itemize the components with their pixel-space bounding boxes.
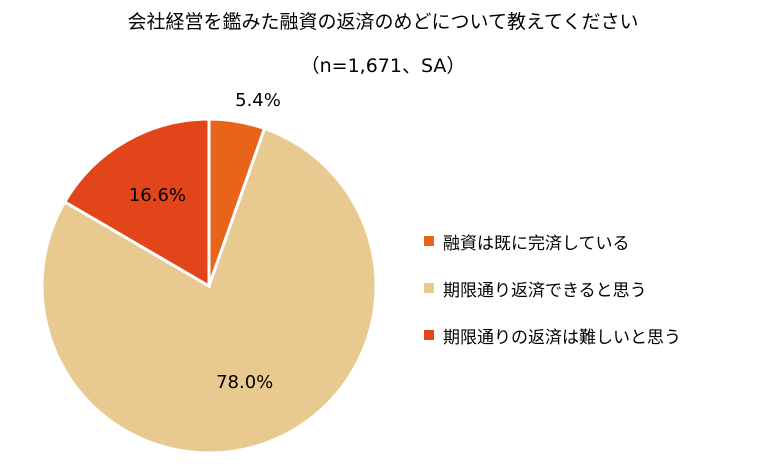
legend-item: 融資は既に完済している	[424, 228, 681, 254]
legend-item: 期限通り返済できると思う	[424, 275, 681, 301]
legend-swatch	[424, 330, 434, 340]
legend-label: 融資は既に完済している	[443, 233, 630, 254]
slice-value-label: 5.4%	[235, 90, 281, 111]
slice-value-label: 78.0%	[216, 372, 273, 393]
legend-item: 期限通りの返済は難しいと思う	[424, 322, 681, 348]
pie-slice	[40, 126, 378, 455]
legend-label: 期限通りの返済は難しいと思う	[443, 327, 681, 348]
legend: 融資は既に完済している 期限通り返済できると思う 期限通りの返済は難しいと思う	[424, 228, 681, 369]
legend-swatch	[424, 283, 434, 293]
chart-subtitle: （n=1,671、SA）	[300, 55, 466, 77]
legend-swatch	[424, 236, 434, 246]
slice-value-label: 16.6%	[129, 185, 186, 206]
pie-slice	[62, 117, 211, 289]
chart-title: 会社経営を鑑みた融資の返済のめどについて教えてください	[127, 11, 639, 33]
legend-label: 期限通り返済できると思う	[443, 280, 647, 301]
